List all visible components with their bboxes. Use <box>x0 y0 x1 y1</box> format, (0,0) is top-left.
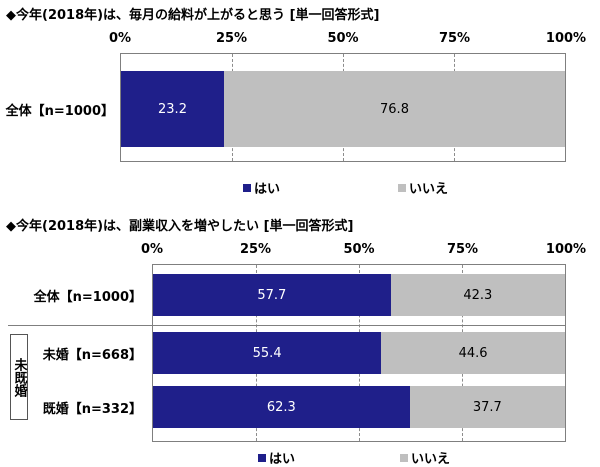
chart1-plot-area: 23.2 76.8 <box>120 53 566 162</box>
legend-swatch-no <box>400 453 408 462</box>
chart1-title: ◆今年(2018年)は、毎月の給料が上がると思う [単一回答形式] <box>6 8 380 23</box>
axis-tick-label: 0% <box>108 31 132 46</box>
axis-tick-label: 100% <box>545 31 587 46</box>
bar-row: 55.4 44.6 <box>153 332 565 374</box>
bar-value-label: 42.3 <box>463 287 493 303</box>
group-separator <box>8 325 566 326</box>
category-label: 未婚【n=668】 <box>42 348 142 363</box>
legend-swatch-yes <box>243 183 251 192</box>
chart2-plot-area: 57.7 42.3 55.4 44.6 62.3 37.7 <box>152 264 566 442</box>
bar-segment-yes: 62.3 <box>153 386 410 428</box>
bar-value-label: 76.8 <box>380 101 409 117</box>
chart1-legend-no: いいえ <box>398 178 448 197</box>
legend-label-no: いいえ <box>409 182 449 197</box>
bar-row: 57.7 42.3 <box>153 274 565 316</box>
chart2-legend-yes: はい <box>258 448 295 467</box>
bar-value-label: 37.7 <box>472 399 502 415</box>
category-label: 全体【n=1000】 <box>5 104 114 119</box>
bar-segment-yes: 57.7 <box>153 274 391 316</box>
bar-segment-no: 42.3 <box>390 274 565 316</box>
bar-value-label: 23.2 <box>158 101 187 117</box>
legend-swatch-yes <box>258 453 266 462</box>
chart1-legend-yes: はい <box>243 178 280 197</box>
category-label: 既婚【n=332】 <box>42 402 142 417</box>
legend-swatch-no <box>398 183 406 192</box>
bar-segment-no: 37.7 <box>409 386 565 428</box>
bar-value-label: 57.7 <box>257 287 287 303</box>
axis-tick-label: 75% <box>438 31 471 46</box>
axis-tick-label: 0% <box>140 242 164 257</box>
axis-tick-label: 100% <box>545 242 587 257</box>
marital-group-label: 未既婚 <box>10 334 28 420</box>
bar-segment-no: 44.6 <box>381 332 565 374</box>
bar-value-label: 55.4 <box>252 345 282 361</box>
legend-label-yes: はい <box>254 182 281 197</box>
chart2-legend-no: いいえ <box>400 448 450 467</box>
axis-tick-label: 75% <box>446 242 479 257</box>
bar-value-label: 44.6 <box>458 345 488 361</box>
bar-segment-no: 76.8 <box>224 71 565 147</box>
chart2-title: ◆今年(2018年)は、副業収入を増やしたい [単一回答形式] <box>6 219 354 234</box>
bar-value-label: 62.3 <box>266 399 296 415</box>
axis-tick-label: 25% <box>215 31 248 46</box>
bar-row: 23.2 76.8 <box>121 71 565 147</box>
bar-segment-yes: 55.4 <box>153 332 382 374</box>
axis-tick-label: 25% <box>239 242 272 257</box>
axis-tick-label: 50% <box>327 31 359 46</box>
legend-label-yes: はい <box>269 452 296 467</box>
axis-tick-label: 50% <box>343 242 375 257</box>
bar-segment-yes: 23.2 <box>121 71 224 147</box>
category-label: 全体【n=1000】 <box>33 290 142 305</box>
bar-row: 62.3 37.7 <box>153 386 565 428</box>
legend-label-no: いいえ <box>411 452 451 467</box>
